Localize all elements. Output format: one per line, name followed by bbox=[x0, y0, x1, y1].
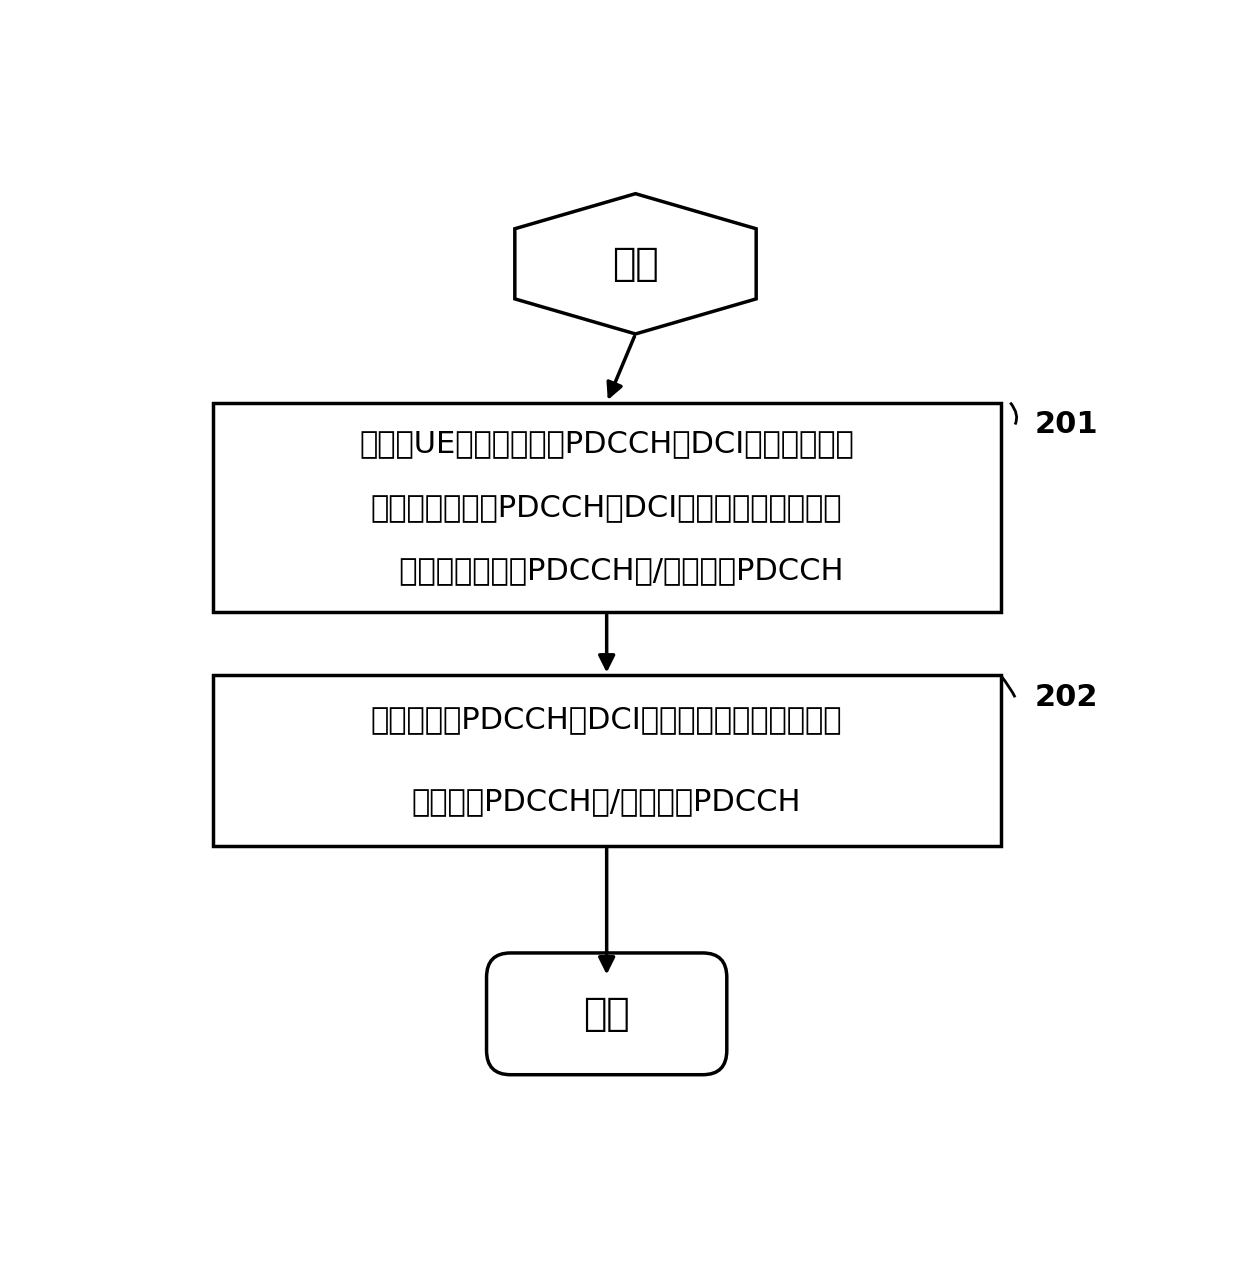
Polygon shape bbox=[515, 194, 756, 334]
Text: 开始: 开始 bbox=[613, 245, 658, 283]
Text: 指示：不监听的PDCCH和/或监听的PDCCH: 指示：不监听的PDCCH和/或监听的PDCCH bbox=[370, 557, 843, 586]
Text: 个比特，该第一PDCCH的DCI中的一个或多个比特: 个比特，该第一PDCCH的DCI中的一个或多个比特 bbox=[371, 493, 842, 522]
FancyBboxPatch shape bbox=[486, 953, 727, 1075]
Bar bbox=[213, 402, 1001, 612]
Text: 202: 202 bbox=[1034, 683, 1097, 712]
Text: 不监听的PDCCH和/或监听的PDCCH: 不监听的PDCCH和/或监听的PDCCH bbox=[412, 787, 801, 816]
Text: 结束: 结束 bbox=[583, 994, 630, 1032]
Text: 201: 201 bbox=[1034, 410, 1097, 439]
Text: 获取该UE监听到的第一PDCCH的DCI中的一个或多: 获取该UE监听到的第一PDCCH的DCI中的一个或多 bbox=[360, 430, 854, 458]
Bar bbox=[213, 676, 1001, 846]
Text: 根据该第一PDCCH的DCI的一个或多个比特，确定: 根据该第一PDCCH的DCI的一个或多个比特，确定 bbox=[371, 705, 842, 734]
